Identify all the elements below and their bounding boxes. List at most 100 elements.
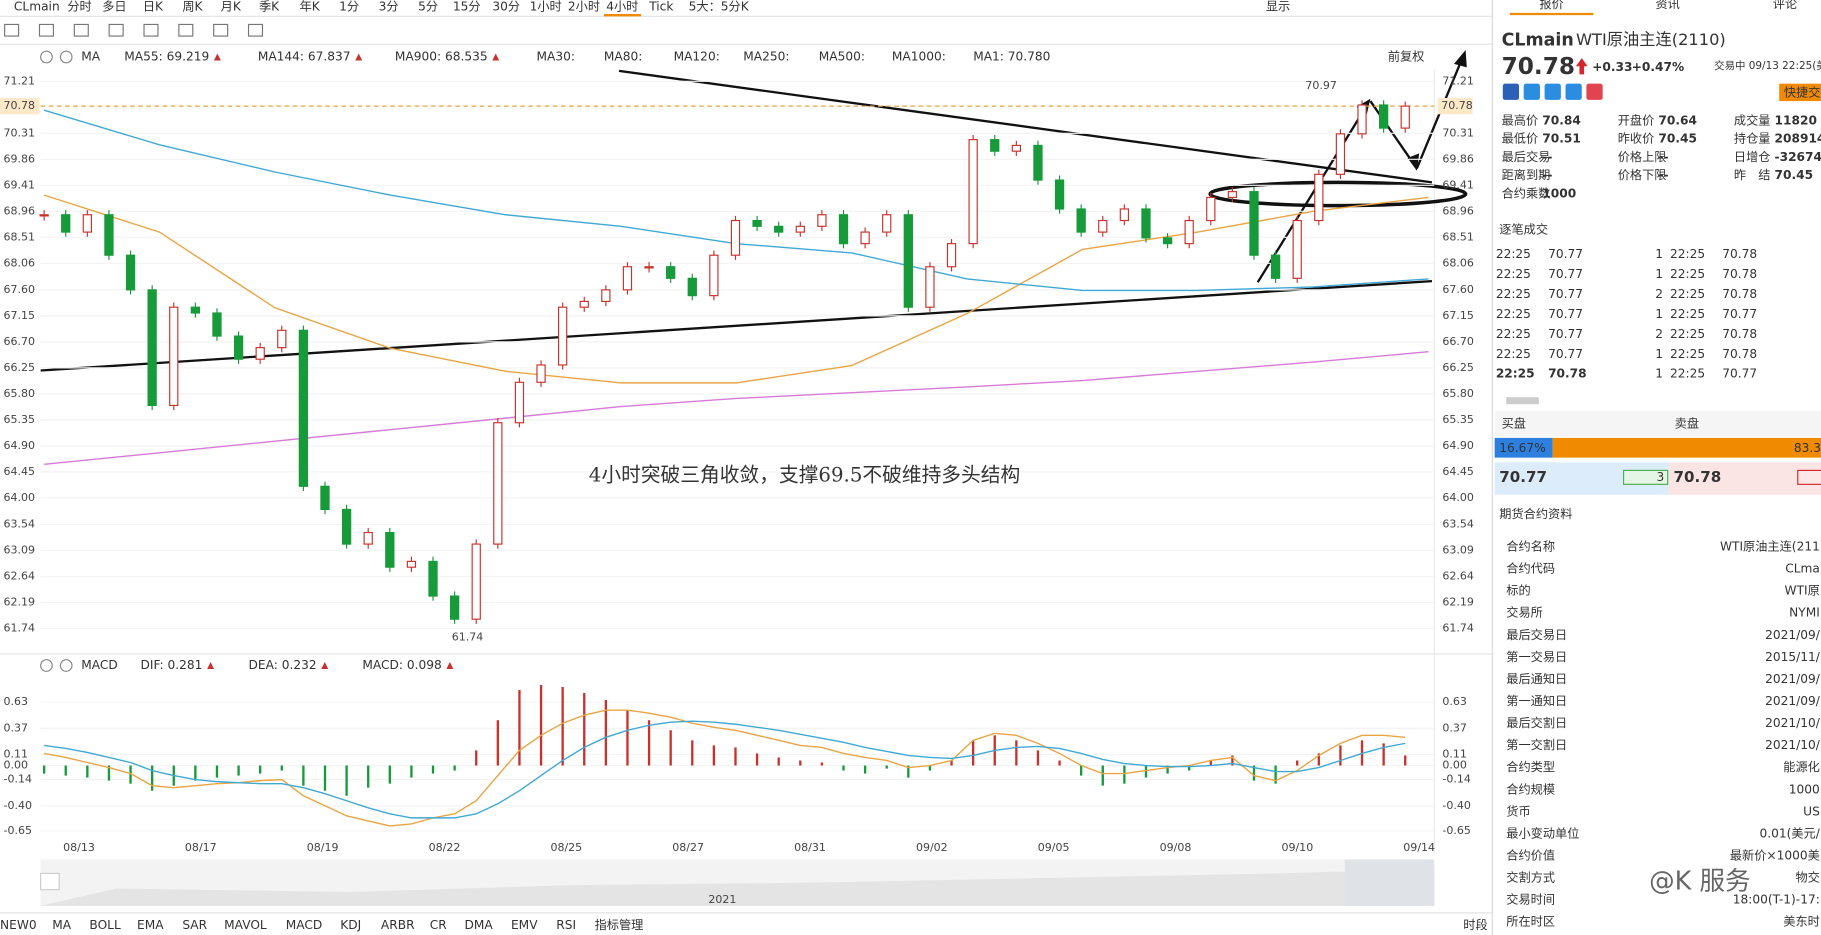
field-value: 70.51 [1542, 132, 1581, 146]
quote-icon[interactable] [1544, 83, 1561, 100]
period-tab[interactable]: 多日 [102, 0, 126, 14]
fast-trade[interactable]: 快捷交 [1784, 84, 1821, 99]
contract-value: 18:00(T-1)-17: [1733, 893, 1820, 907]
period-tab[interactable]: 2小时 [568, 0, 600, 14]
tool-icon[interactable] [143, 23, 159, 37]
indicator-tab[interactable]: DMA [465, 918, 494, 932]
indicator-tab[interactable]: MAVOL [224, 918, 267, 932]
period-tab[interactable]: 3分 [379, 0, 399, 14]
period-tab[interactable]: 季K [259, 0, 280, 14]
period-tab[interactable]: 年K [300, 0, 321, 14]
period-tab[interactable]: 15分 [453, 0, 481, 14]
display-menu[interactable]: 显示 [1266, 0, 1290, 14]
trade-time: 22:25 [1670, 307, 1705, 321]
bid-bar [1494, 437, 1553, 458]
candle [1098, 219, 1108, 233]
quote-icon[interactable] [1502, 83, 1520, 100]
trade-price: 70.78 [1722, 247, 1757, 261]
tool-icon[interactable] [38, 23, 55, 37]
macd-bar [647, 720, 651, 766]
period-tab[interactable]: 分时 [67, 0, 91, 14]
period-tab[interactable]: 1分 [339, 0, 359, 14]
y-tick-label: 0.63 [3, 695, 28, 708]
candle [730, 219, 741, 256]
trade-time: 22:25 [1496, 247, 1531, 261]
indicator-tab[interactable]: EMV [511, 918, 538, 932]
macd-bar [237, 765, 240, 776]
indicator-tab[interactable]: RSI [556, 918, 576, 932]
settings-icon[interactable] [40, 50, 53, 64]
legend-entry: MA144: 67.837 [258, 49, 351, 63]
legend-arrow [492, 53, 500, 61]
macd-bar [215, 765, 219, 778]
close-icon[interactable] [59, 50, 73, 64]
field-value: -- [1542, 150, 1552, 164]
indicator-tab[interactable]: NEW0 [0, 918, 37, 932]
tool-icon[interactable] [73, 23, 89, 37]
last-price-tag [0, 98, 40, 115]
macd-bar [1123, 765, 1126, 784]
fast-trade-bg[interactable] [1779, 83, 1821, 102]
change-pct: +0.47% [1632, 60, 1685, 74]
period-tab[interactable]: 周K [182, 0, 203, 14]
panel-tab[interactable]: 资讯 [1656, 0, 1680, 11]
macd-bar [64, 765, 67, 776]
trade-price: 70.77 [1548, 327, 1583, 341]
period-tab[interactable]: 4小时 [606, 0, 638, 14]
arrow-line [1369, 100, 1418, 170]
tool-icon[interactable] [213, 23, 229, 37]
indicator-tab[interactable]: BOLL [89, 918, 121, 932]
indicator-tab[interactable]: MACD [286, 918, 323, 932]
quote-icon[interactable] [1565, 83, 1582, 100]
ask-bar [1552, 437, 1821, 458]
session-tab[interactable]: 时段 [1463, 917, 1487, 932]
panel-tab[interactable]: 报价 [1539, 0, 1563, 11]
indicator-tab[interactable]: MA [52, 918, 72, 932]
quote-icon[interactable] [1586, 83, 1603, 100]
field-value: 11820 [1775, 113, 1817, 127]
settings-icon[interactable] [40, 659, 53, 672]
tool-icon[interactable] [178, 23, 194, 37]
tool-icon[interactable] [4, 23, 20, 37]
indicator-tab[interactable]: KDJ [340, 918, 361, 932]
navigator-handle[interactable] [40, 872, 60, 891]
candle [82, 214, 92, 233]
tool-icon[interactable] [247, 23, 264, 37]
indicator-tab[interactable]: ARBR [381, 918, 415, 932]
navigator-window[interactable] [1344, 859, 1435, 906]
quote-icon[interactable] [1523, 83, 1540, 100]
period-tab[interactable]: 月K [221, 0, 242, 14]
y-tick-label: 66.70 [1442, 335, 1474, 348]
adjust-label[interactable]: 前复权 [1388, 48, 1425, 63]
trades-title: 逐笔成交 [1499, 222, 1548, 237]
period-tab[interactable]: 5大：5分K [689, 0, 750, 14]
field-value: -32674 [1775, 150, 1821, 164]
contract-value: 2015/11/ [1765, 650, 1821, 664]
indicator-name[interactable]: MA [81, 49, 101, 63]
period-tab[interactable]: 30分 [492, 0, 520, 14]
indicator-name[interactable]: MACD [81, 658, 118, 672]
candle [1162, 237, 1173, 245]
indicator-tab[interactable]: 指标管理 [595, 917, 644, 932]
contract-label: 标的 [1506, 583, 1530, 598]
indicator-tab[interactable]: EMA [137, 918, 164, 932]
y-tick-label: 68.51 [1442, 230, 1474, 243]
tool-icon[interactable] [108, 23, 124, 37]
macd-bar [1058, 760, 1061, 766]
period-tab[interactable]: 5分 [418, 0, 438, 14]
close-icon[interactable] [59, 659, 73, 672]
macd-bar [1015, 740, 1018, 766]
period-tab[interactable]: 1小时 [530, 0, 562, 14]
panel-tab[interactable]: 评论 [1773, 0, 1797, 11]
indicator-tab[interactable]: SAR [182, 918, 207, 932]
symbol[interactable]: CLmain [14, 0, 60, 14]
macd-bar [129, 765, 132, 784]
period-tab[interactable]: 日K [143, 0, 164, 14]
period-tab[interactable]: Tick [648, 0, 674, 14]
indicator-tab[interactable]: CR [430, 918, 448, 932]
legend-entry: MA900: 68.535 [395, 49, 488, 63]
legend-entry: MA1000: [892, 49, 946, 63]
candle [601, 289, 611, 302]
field-value: -- [1658, 168, 1668, 182]
